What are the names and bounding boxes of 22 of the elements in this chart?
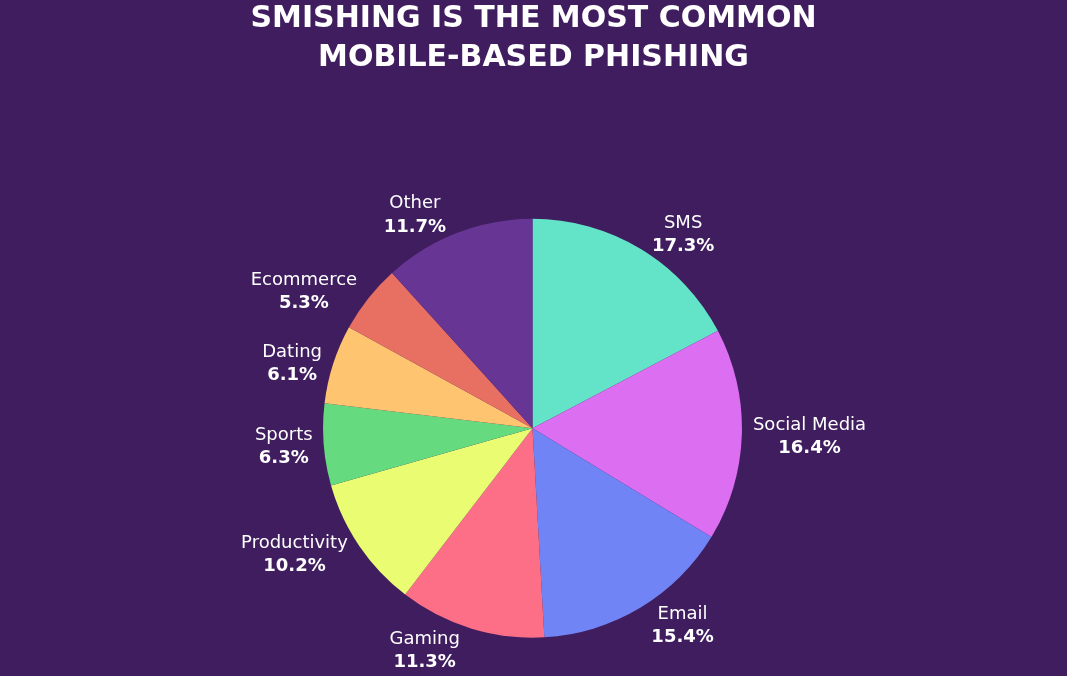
pie-slice (323, 403, 533, 486)
slice-label: Email (657, 601, 708, 623)
pie-slice (532, 330, 742, 538)
data-label: 6.1% (267, 363, 318, 385)
data-label: 17.3% (651, 233, 715, 255)
slice-label: Gaming (389, 626, 460, 648)
pie-slice (324, 327, 533, 429)
slice-label: Ecommerce (250, 267, 358, 289)
slice-label: Social Media (752, 412, 867, 434)
data-label: 6.3% (258, 446, 309, 468)
slice-label: Other (389, 191, 442, 213)
slice-label: Sports (254, 422, 313, 444)
slice-label: Dating (262, 339, 323, 361)
slice-label: SMS (663, 210, 703, 232)
data-label: 11.7% (383, 214, 447, 236)
slice-label: Productivity (241, 530, 349, 552)
data-label: 5.3% (278, 290, 329, 312)
data-label: 15.4% (651, 625, 714, 647)
data-label: 10.2% (263, 554, 326, 576)
data-label: 11.3% (393, 649, 456, 671)
data-label: 16.4% (778, 436, 841, 458)
chart-title: SMISHING IS THE MOST COMMON MOBILE-BASED PHISHING (250, 0, 817, 74)
